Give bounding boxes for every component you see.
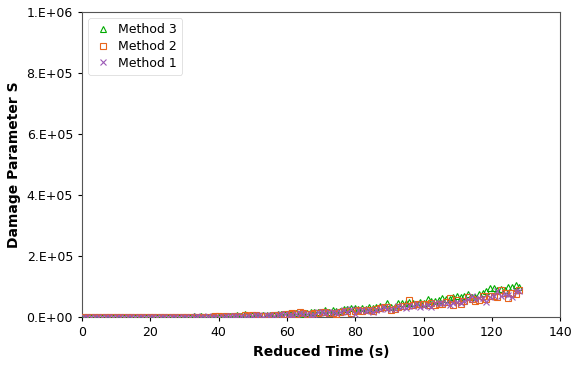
Method 3 bbox=[380, 305, 387, 310]
Y-axis label: Damage Parameter S: Damage Parameter S bbox=[7, 81, 21, 248]
Method 1 bbox=[384, 307, 391, 311]
Method 3 bbox=[172, 315, 179, 320]
X-axis label: Reduced Time (s): Reduced Time (s) bbox=[253, 345, 389, 359]
Legend: Method 3, Method 2, Method 1: Method 3, Method 2, Method 1 bbox=[88, 18, 182, 75]
Method 1 bbox=[516, 289, 523, 293]
Method 3 bbox=[322, 308, 329, 312]
Line: Method 2: Method 2 bbox=[81, 287, 522, 320]
Method 3 bbox=[197, 314, 204, 318]
Method 3 bbox=[501, 288, 508, 293]
Method 1 bbox=[494, 288, 501, 293]
Method 2 bbox=[505, 296, 512, 300]
Method 2 bbox=[175, 315, 182, 320]
Method 2 bbox=[80, 315, 87, 320]
Method 2 bbox=[384, 305, 391, 309]
Method 3 bbox=[80, 315, 87, 320]
Line: Method 1: Method 1 bbox=[81, 288, 522, 320]
Method 3 bbox=[512, 283, 519, 287]
Method 2 bbox=[201, 314, 208, 319]
Method 2 bbox=[84, 315, 91, 320]
Method 2 bbox=[325, 310, 332, 315]
Method 3 bbox=[424, 297, 431, 302]
Method 1 bbox=[428, 305, 435, 309]
Method 1 bbox=[508, 295, 515, 299]
Method 2 bbox=[516, 288, 523, 292]
Method 1 bbox=[84, 315, 91, 320]
Method 1 bbox=[201, 315, 208, 320]
Line: Method 3: Method 3 bbox=[81, 282, 522, 320]
Method 2 bbox=[428, 300, 435, 305]
Method 1 bbox=[325, 309, 332, 314]
Method 3 bbox=[516, 285, 523, 289]
Method 1 bbox=[80, 315, 87, 320]
Method 1 bbox=[175, 315, 182, 320]
